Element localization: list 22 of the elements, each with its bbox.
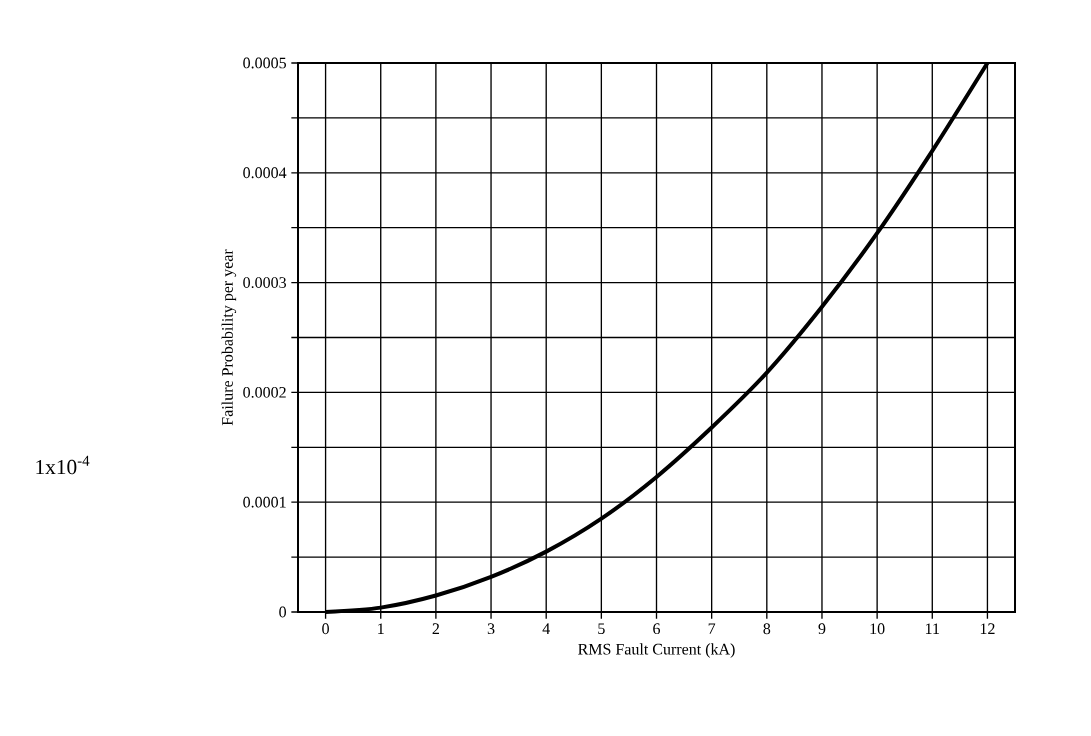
x-tick-label: 9 xyxy=(818,623,826,635)
x-tick-label: 3 xyxy=(487,623,495,635)
x-tick-label: 5 xyxy=(598,623,605,634)
y-tick-label: 0.0001 xyxy=(243,496,286,508)
x-tick-label: 11 xyxy=(925,623,940,634)
x-axis-title: RMS Fault Current (kA) xyxy=(578,643,735,658)
y-tick-label: 0.0005 xyxy=(243,57,287,69)
x-tick-label: 2 xyxy=(432,623,439,634)
x-tick-label: 0 xyxy=(322,623,329,635)
y-tick-label: 0.0003 xyxy=(243,277,287,289)
x-tick-label: 4 xyxy=(542,623,550,634)
text: 1x10$^{-4}$ xyxy=(36,455,90,475)
x-tick-label: 6 xyxy=(653,623,661,635)
x-tick-label: 1 xyxy=(378,623,384,634)
y-axis-title: Failure Probability per year xyxy=(221,249,237,426)
x-tick-label: 12 xyxy=(980,623,995,634)
y-tick-label: 0.0004 xyxy=(243,167,287,179)
x-tick-label: 10 xyxy=(870,623,885,635)
x-tick-label: 7 xyxy=(708,623,716,634)
x-tick-label: 8 xyxy=(763,623,771,635)
y-tick-label: 0.0002 xyxy=(243,386,286,398)
y-tick-label: 0 xyxy=(279,606,287,618)
